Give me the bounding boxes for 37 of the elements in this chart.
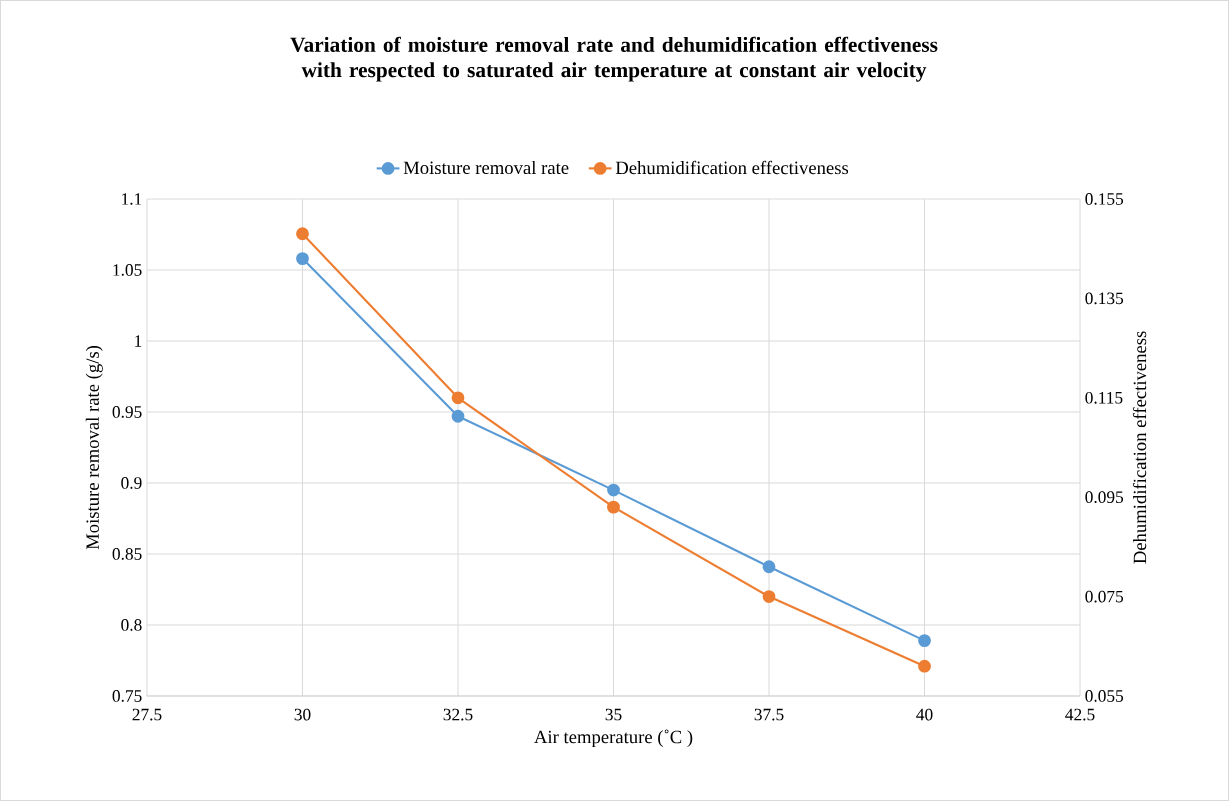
x-axis-title: Air temperature (˚C ) [534, 729, 693, 748]
point [451, 391, 465, 405]
y-tick-label: 1 [135, 335, 142, 347]
y-axis-title: Moisture removal rate (g/s) [85, 345, 103, 550]
x-tick-label: 30 [294, 708, 311, 721]
chart-title: Variation of moisture removal rate and dehumidification effectiveness with respected to saturated air temperature at constant air velocity [290, 36, 938, 82]
y-tick-label: 0.75 [112, 690, 142, 702]
y2-axis-title: Dehumidification effectiveness [1132, 331, 1147, 564]
point [607, 483, 620, 497]
y2-tick-label: 0.095 [1085, 491, 1124, 504]
x-tick-label: 37.5 [754, 708, 784, 721]
legend-label: Dehumidification effectiveness [615, 160, 849, 175]
point [607, 500, 620, 514]
y-tick-label: 1.05 [113, 264, 142, 276]
y-tick-label: 1.1 [122, 193, 142, 205]
x-tick-label: 32.5 [443, 708, 473, 721]
y-tick-label: 0.95 [112, 406, 142, 418]
y-tick-label: 0.8 [121, 619, 142, 631]
x-tick-label: 35 [605, 708, 622, 721]
y-tick-label: 0.9 [121, 477, 142, 489]
point [762, 560, 776, 574]
y2-tick-label: 0.075 [1085, 590, 1124, 603]
x-tick-label: 27.5 [132, 708, 162, 721]
point [918, 659, 931, 673]
y2-tick-label: 0.135 [1085, 292, 1124, 305]
point [451, 409, 465, 423]
y2-tick-label: 0.155 [1085, 193, 1124, 205]
x-tick-label: 40 [916, 708, 933, 721]
point [296, 252, 309, 266]
y2-tick-label: 0.115 [1085, 391, 1123, 404]
point [918, 634, 931, 648]
y2-tick-label: 0.055 [1085, 690, 1124, 702]
x-tick-label: 42.5 [1065, 708, 1095, 721]
y-tick-label: 0.85 [112, 548, 142, 560]
legend-label: Moisture removal rate [403, 160, 569, 175]
point [296, 227, 309, 241]
point [762, 590, 776, 604]
